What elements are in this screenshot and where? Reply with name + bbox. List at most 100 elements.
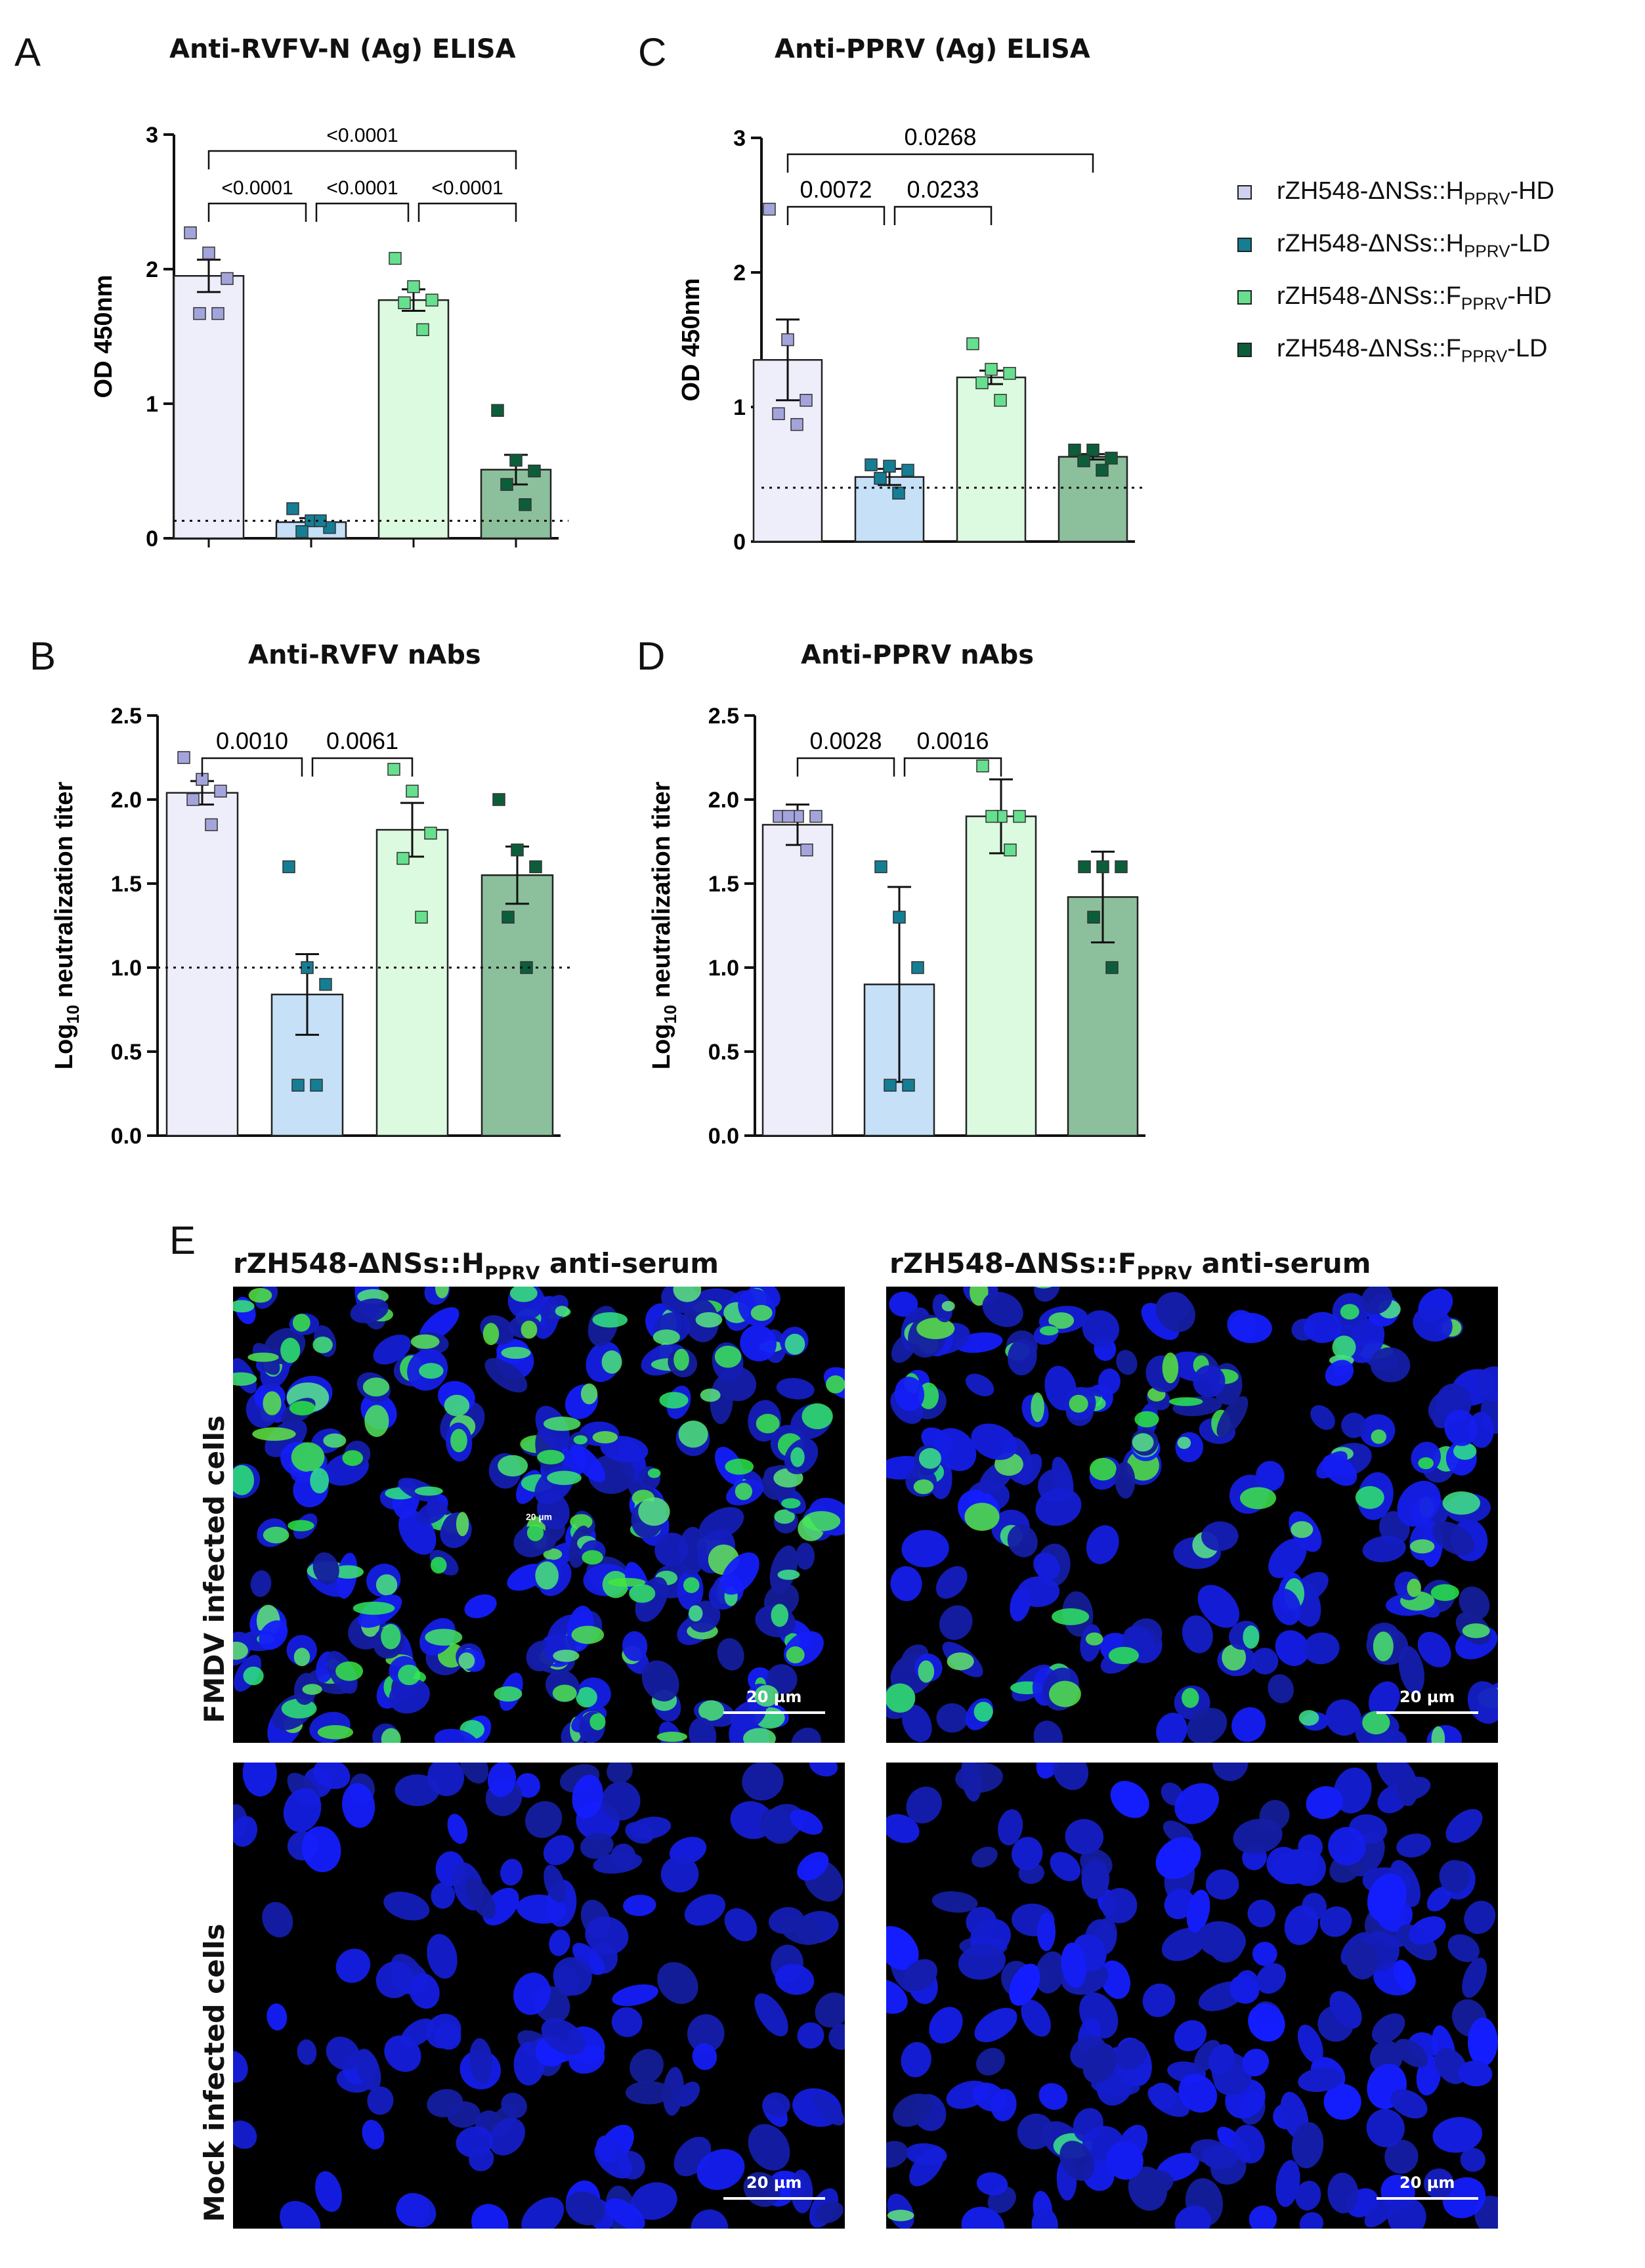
data-point (976, 760, 989, 773)
fluorescence-signal (414, 1486, 443, 1496)
cell-nucleus (543, 1835, 574, 1866)
bar (377, 299, 450, 540)
panel-letter-a: A (14, 30, 41, 74)
fluorescence-signal (580, 1383, 598, 1405)
cell-nucleus (242, 1763, 277, 1797)
chart-a: 0 1 2 3 OD 450nm <0.0001 <0.0001 <0.0001 <0.0001 (90, 123, 568, 551)
micrograph-image (886, 1763, 1498, 2229)
cell-nucleus (521, 2197, 565, 2229)
cell-nucleus (1012, 1837, 1043, 1870)
y-tick-label: 0.0 (111, 1124, 142, 1149)
cell-nucleus (976, 2172, 1008, 2196)
cell-nucleus (1394, 1959, 1415, 1991)
data-point (502, 910, 515, 924)
cell-nucleus (1295, 2181, 1321, 2211)
micrograph-f-fmdv: 20 µm (886, 1287, 1498, 1743)
fluorescence-signal (248, 1288, 272, 1303)
fluorescence-signal (310, 1468, 330, 1494)
cell-nucleus (1034, 1287, 1060, 1302)
cell-nucleus (629, 1816, 672, 1839)
cell-nucleus (684, 1894, 726, 1926)
y-tick-label: 0.5 (708, 1040, 739, 1065)
y-tick-label: 1.5 (708, 872, 739, 897)
fluorescence-signal (444, 1394, 470, 1417)
cell-nucleus (1007, 1524, 1038, 1558)
micrograph-image (886, 1287, 1498, 1743)
cell-nucleus (1050, 1852, 1080, 1881)
legend-label: rZH548-ΔNSs::FPPRV-LD (1277, 335, 1548, 366)
cell-nucleus (515, 1773, 541, 1798)
fluorescence-signal (887, 2210, 914, 2221)
fluorescence-signal (375, 1574, 398, 1596)
fluorescence-signal (552, 1684, 577, 1702)
fluorescence-signal (652, 1329, 680, 1345)
cell-nucleus (1233, 2124, 1265, 2164)
fluorescence-signal (784, 1333, 805, 1355)
cell-nucleus (1082, 2043, 1117, 2084)
cell-nucleus (469, 2147, 494, 2172)
cell-nucleus (1017, 1576, 1060, 1608)
cell-nucleus (1174, 1783, 1220, 1824)
panel-letter-d: D (637, 634, 666, 678)
cell-nucleus (1329, 1991, 1362, 2029)
significance-bracket (893, 205, 993, 225)
cell-nucleus (1445, 1809, 1483, 1843)
cell-nucleus (283, 1787, 322, 1832)
data-point (1078, 860, 1091, 874)
y-tick-label: 1.0 (708, 956, 739, 981)
cell-nucleus (1156, 1713, 1187, 1743)
cell-nucleus (1174, 2020, 1207, 2051)
fluorescence-signal (547, 1470, 582, 1486)
fluorescence-signal (1162, 1352, 1179, 1384)
cell-nucleus (1061, 1942, 1087, 1988)
data-point (790, 417, 803, 431)
cell-nucleus (427, 1763, 465, 1797)
fluorescence-signal (1418, 1457, 1434, 1470)
cell-nucleus (815, 1992, 845, 2028)
cell-nucleus (965, 1373, 994, 1397)
fluorescence-signal (589, 1713, 606, 1730)
cell-nucleus (815, 2201, 844, 2223)
data-point (519, 498, 532, 511)
fluorescence-signal (335, 1661, 364, 1681)
fluorescence-signal (1431, 1726, 1445, 1743)
fluorescence-signal (756, 1413, 780, 1434)
cell-nucleus (1333, 1767, 1372, 1814)
cell-nucleus (1201, 1521, 1239, 1551)
cell-nucleus (936, 1703, 968, 1733)
data-point (415, 910, 428, 924)
cell-nucleus (233, 2120, 257, 2149)
cell-nucleus (469, 2038, 493, 2084)
cell-nucleus (797, 2022, 824, 2049)
fluorescence-signal (573, 1435, 588, 1445)
fluorescence-signal (1169, 1397, 1203, 1406)
fluorescence-signal (435, 1287, 449, 1298)
cell-nucleus (342, 1783, 375, 1828)
cell-nucleus (623, 1894, 656, 1916)
data-point (893, 910, 906, 924)
data-point (1086, 443, 1100, 457)
fluorescence-signal (570, 1514, 593, 1530)
cell-nucleus (1284, 1905, 1319, 1945)
cell-nucleus (1155, 1837, 1201, 1879)
cell-nucleus (991, 2089, 1017, 2122)
data-point (211, 307, 224, 320)
data-point (177, 751, 190, 764)
cell-nucleus (541, 2019, 586, 2055)
cell-nucleus (740, 1325, 777, 1361)
cell-nucleus (790, 2170, 813, 2214)
fluorescence-signal (941, 1300, 955, 1312)
cell-nucleus (1242, 2049, 1269, 2077)
significance-bracket (207, 202, 307, 222)
fluorescence-signal (1291, 1521, 1314, 1538)
micrograph-f-mock: 20 µm (886, 1763, 1498, 2229)
fluorescence-signal (1052, 1608, 1090, 1625)
legend-label: rZH548-ΔNSs::HPPRV-HD (1277, 177, 1554, 209)
fluorescence-signal (683, 1577, 700, 1593)
fluorescence-signal (629, 1584, 656, 1603)
data-point (1115, 860, 1128, 874)
significance-bracket (315, 202, 410, 222)
bar (761, 824, 834, 1137)
bar (165, 792, 239, 1137)
cell-nucleus (1128, 2166, 1168, 2211)
